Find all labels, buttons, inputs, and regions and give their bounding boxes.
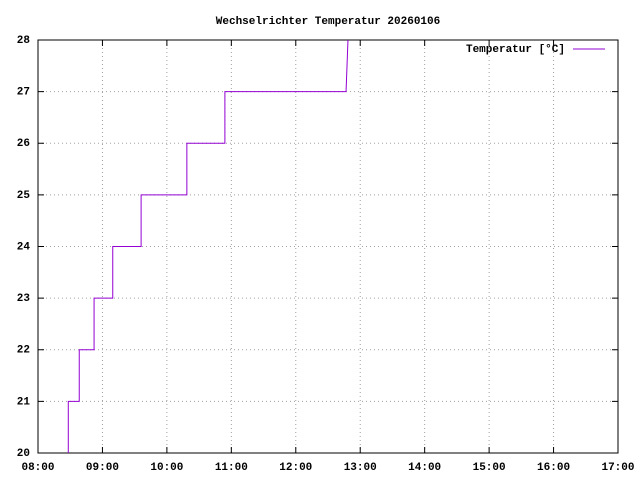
x-tick-label: 12:00	[279, 462, 312, 474]
y-tick-label: 20	[17, 448, 30, 460]
x-tick-label: 15:00	[473, 462, 506, 474]
y-tick-label: 24	[17, 241, 31, 253]
data-line	[67, 39, 349, 453]
x-tick-label: 10:00	[150, 462, 183, 474]
y-tick-label: 25	[17, 190, 31, 202]
y-tick-label: 22	[17, 345, 30, 357]
y-tick-label: 28	[17, 35, 31, 47]
y-tick-label: 21	[17, 396, 31, 408]
x-tick-label: 08:00	[21, 462, 54, 474]
x-tick-label: 16:00	[537, 462, 570, 474]
x-tick-label: 09:00	[86, 462, 119, 474]
x-tick-label: 11:00	[215, 462, 248, 474]
y-tick-label: 27	[17, 87, 30, 99]
y-tick-label: 26	[17, 138, 30, 150]
x-tick-label: 17:00	[601, 462, 634, 474]
chart-title: Wechselrichter Temperatur 20260106	[216, 16, 440, 28]
x-tick-label: 13:00	[344, 462, 377, 474]
y-tick-label: 23	[17, 293, 31, 305]
plot-border	[37, 39, 619, 454]
x-tick-label: 14:00	[408, 462, 441, 474]
legend-label: Temperatur [°C]	[466, 44, 565, 56]
